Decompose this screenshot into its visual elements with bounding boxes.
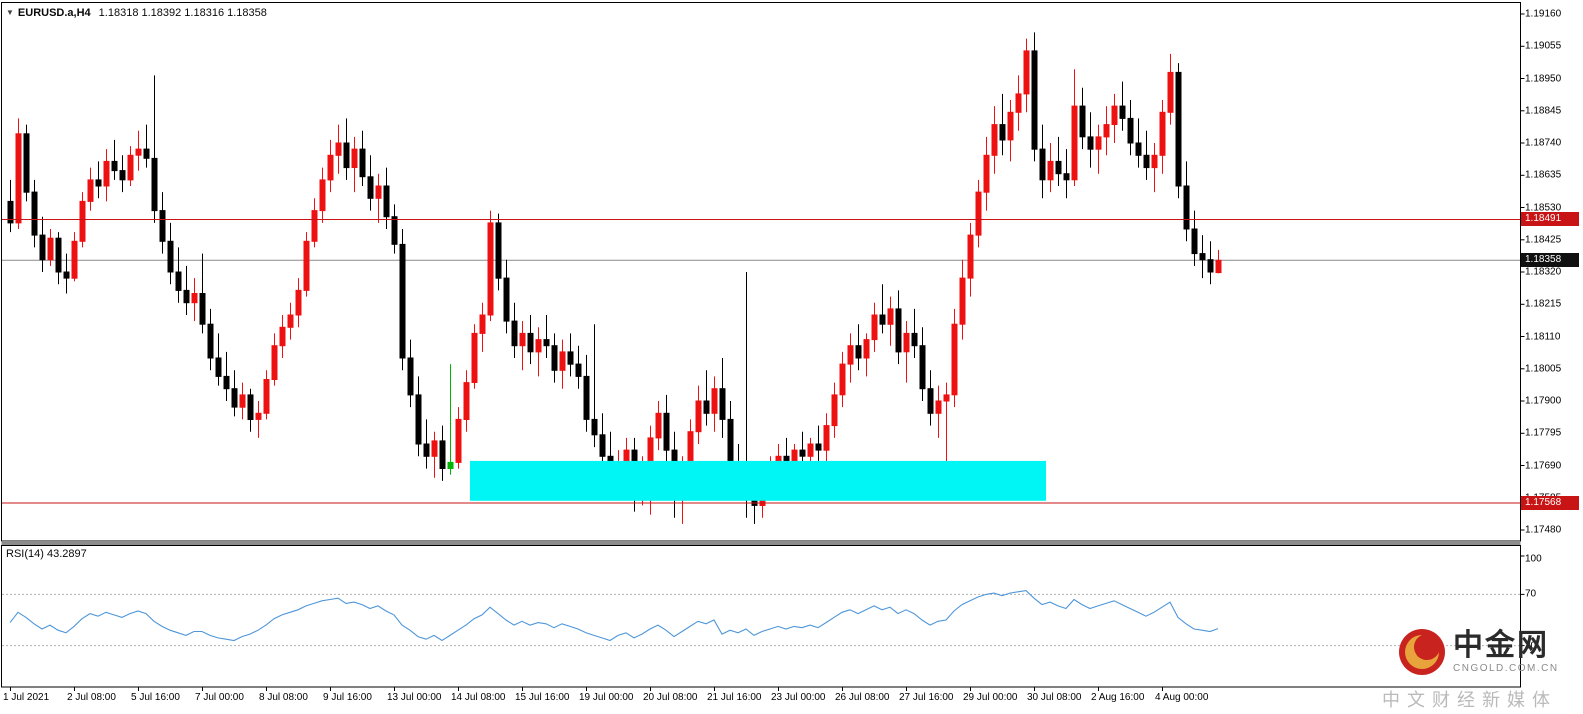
price-axis-label: 1.18005 bbox=[1525, 363, 1562, 375]
rsi-axis-label: 100 bbox=[1525, 553, 1542, 565]
time-axis-label: 7 Jul 00:00 bbox=[195, 692, 244, 703]
price-axis-label: 1.17795 bbox=[1525, 427, 1562, 439]
chart-ohlc-values: 1.18318 1.18392 1.18316 1.18358 bbox=[98, 7, 267, 19]
price-axis-label: 1.17900 bbox=[1525, 395, 1562, 407]
time-axis-label: 4 Aug 00:00 bbox=[1155, 692, 1209, 703]
watermark-url-text: CNGOLD.COM.CN bbox=[1453, 663, 1559, 674]
rsi-axis-label: 70 bbox=[1525, 588, 1537, 600]
time-axis-label: 14 Jul 08:00 bbox=[451, 692, 506, 703]
time-axis-label: 23 Jul 00:00 bbox=[771, 692, 826, 703]
price-axis-label: 1.19055 bbox=[1525, 40, 1562, 52]
watermark-brand-text: 中金网 bbox=[1453, 629, 1549, 662]
price-axis-label: 1.18110 bbox=[1525, 331, 1561, 342]
price-axis-label: 1.17690 bbox=[1525, 460, 1562, 471]
rsi-axis-label: 30 bbox=[1525, 640, 1537, 652]
time-axis-label: 8 Jul 08:00 bbox=[259, 692, 308, 703]
price-badge-support: 1.17568 bbox=[1521, 495, 1579, 510]
price-axis-label: 1.18845 bbox=[1525, 105, 1562, 117]
cngold-logo-icon bbox=[1398, 628, 1446, 676]
watermark-slogan-text: 中文财经新媒体 bbox=[1382, 690, 1557, 710]
price-axis-label: 1.19160 bbox=[1525, 8, 1562, 20]
price-badge-current: 1.18358 bbox=[1521, 253, 1579, 268]
time-axis-label: 30 Jul 08:00 bbox=[1027, 692, 1082, 703]
rsi-indicator-label: RSI(14) 43.2897 bbox=[6, 548, 87, 560]
time-axis-label: 26 Jul 08:00 bbox=[835, 692, 890, 703]
time-axis-label: 5 Jul 16:00 bbox=[131, 692, 180, 703]
time-axis-label: 2 Aug 16:00 bbox=[1091, 692, 1145, 703]
price-axis-label: 1.18215 bbox=[1525, 298, 1562, 310]
time-axis-label: 15 Jul 16:00 bbox=[515, 692, 570, 703]
price-badge-resistance: 1.18491 bbox=[1521, 212, 1579, 227]
price-axis-label: 1.18530 bbox=[1525, 202, 1562, 213]
chart-symbol-label: EURUSD.a,H4 bbox=[17, 7, 91, 19]
price-axis-label: 1.18950 bbox=[1525, 73, 1562, 84]
chart-header: ▼ EURUSD.a,H4 1.18318 1.18392 1.18316 1.18… bbox=[6, 7, 267, 19]
time-axis-label: 13 Jul 00:00 bbox=[387, 692, 442, 703]
price-axis-label: 1.18425 bbox=[1525, 234, 1562, 246]
time-axis-label: 29 Jul 00:00 bbox=[963, 692, 1018, 703]
price-axis-label: 1.18320 bbox=[1525, 266, 1562, 278]
time-axis-label: 20 Jul 08:00 bbox=[643, 692, 698, 703]
time-axis-label: 19 Jul 00:00 bbox=[579, 692, 634, 703]
watermark: 中金网 CNGOLD.COM.CN 中文财经新媒体 bbox=[1382, 628, 1559, 710]
price-axis-label: 1.17480 bbox=[1525, 524, 1562, 536]
time-axis-label: 1 Jul 2021 bbox=[3, 692, 50, 703]
time-axis-label: 21 Jul 16:00 bbox=[707, 692, 762, 703]
time-axis-label: 2 Jul 08:00 bbox=[67, 692, 116, 703]
price-axis-label: 1.18740 bbox=[1525, 137, 1562, 149]
time-axis-label: 27 Jul 16:00 bbox=[899, 692, 954, 703]
time-axis-label: 9 Jul 16:00 bbox=[323, 692, 372, 703]
symbol-collapse-icon[interactable]: ▼ bbox=[6, 8, 14, 17]
price-axis-label: 1.18635 bbox=[1525, 169, 1562, 181]
